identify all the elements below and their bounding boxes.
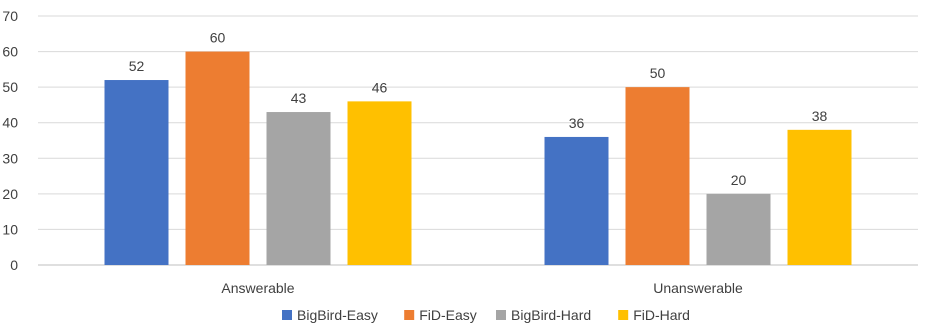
data-labels: 52 60 43 46 36 50 20 38	[129, 30, 828, 188]
y-tick-label: 70	[2, 8, 18, 24]
y-tick-label: 30	[2, 150, 18, 166]
data-label: 36	[569, 115, 585, 131]
legend-label: BigBird-Easy	[297, 307, 378, 323]
data-label: 50	[650, 65, 666, 81]
legend-swatch	[618, 310, 629, 320]
y-tick-label: 20	[2, 186, 18, 202]
bar-bigbird-hard-unanswerable	[706, 193, 771, 265]
y-tick-label: 0	[10, 257, 18, 273]
bar-bigbird-easy-unanswerable	[544, 136, 609, 265]
x-category-label: Answerable	[221, 280, 294, 296]
bar-fid-easy-unanswerable	[625, 87, 690, 266]
data-label: 60	[210, 30, 226, 46]
data-label: 43	[291, 90, 307, 106]
legend-swatch	[496, 310, 506, 320]
y-tick-label: 10	[2, 221, 18, 237]
legend-label: BigBird-Hard	[511, 307, 591, 323]
gridlines	[38, 15, 918, 266]
x-category-label: Unanswerable	[653, 280, 743, 296]
y-axis-ticks: 0 10 20 30 40 50 60 70	[2, 8, 18, 273]
bar-fid-hard-answerable	[347, 101, 412, 265]
legend-label: FiD-Hard	[633, 307, 690, 323]
data-label: 52	[129, 58, 145, 74]
x-axis-categories: Answerable Unanswerable	[221, 280, 743, 296]
legend: BigBird-Easy FiD-Easy BigBird-Hard FiD-Hard	[282, 307, 690, 323]
y-tick-label: 50	[2, 79, 18, 95]
y-tick-label: 40	[2, 115, 18, 131]
data-label: 38	[812, 108, 828, 124]
bar-fid-easy-answerable	[185, 51, 250, 266]
legend-swatch	[282, 310, 292, 320]
legend-label: FiD-Easy	[419, 307, 477, 323]
bars	[104, 51, 852, 266]
legend-swatch	[404, 310, 415, 320]
bar-bigbird-hard-answerable	[266, 112, 331, 266]
data-label: 46	[372, 79, 388, 95]
y-tick-label: 60	[2, 44, 18, 60]
data-label: 20	[731, 172, 747, 188]
bar-fid-hard-unanswerable	[787, 129, 852, 265]
bar-bigbird-easy-answerable	[104, 80, 169, 266]
